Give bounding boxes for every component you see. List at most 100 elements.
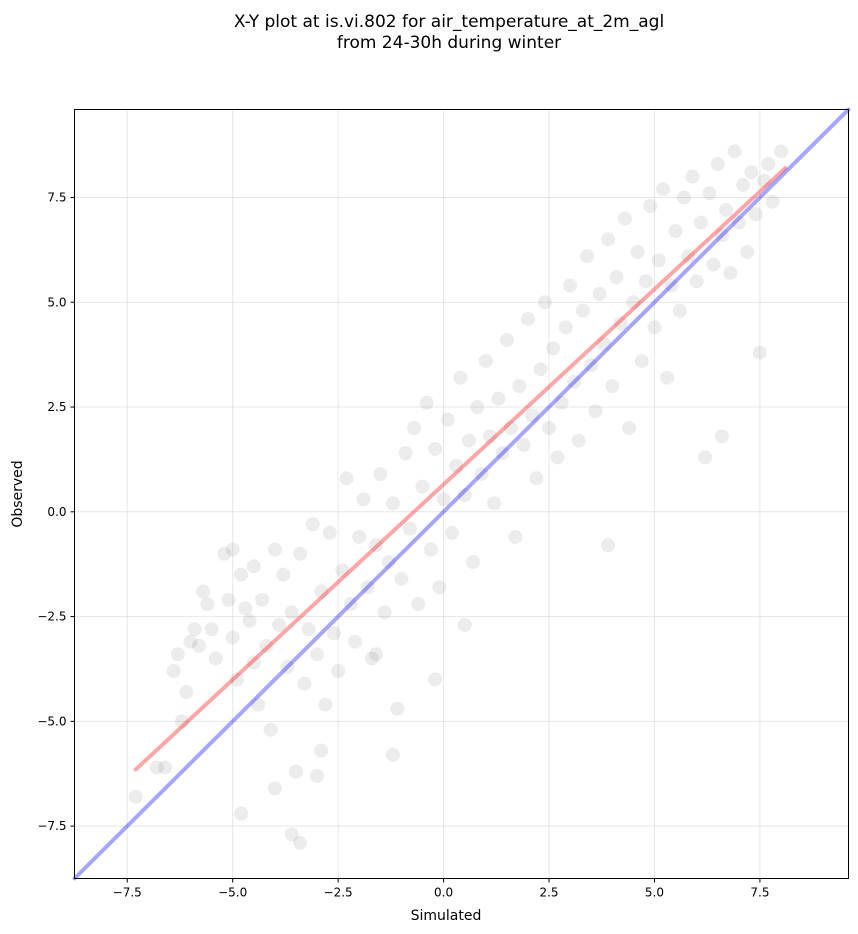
scatter-point [605,379,620,394]
scatter-point [158,760,173,775]
scatter-point [520,312,535,327]
scatter-point [626,295,641,310]
scatter-point [740,244,755,259]
scatter-point [487,496,502,511]
scatter-point [428,672,443,687]
scatter-point [757,173,772,188]
scatter-point [398,446,413,461]
scatter-point [558,320,573,335]
y-tick-label: −7.5 [37,819,66,833]
scatter-point [229,672,244,687]
y-tick-label: 2.5 [47,400,66,414]
scatter-point [263,722,278,737]
scatter-point [550,450,565,465]
y-axis-label: Observed [10,460,26,527]
scatter-point [225,542,240,557]
scatter-point [567,374,582,389]
scatter-point [225,630,240,645]
scatter-point [394,571,409,586]
scatter-point [702,186,717,201]
scatter-point [706,257,721,272]
scatter-point [331,664,346,679]
scatter-point [588,404,603,419]
scatter-point [402,521,417,536]
scatter-point [516,437,531,452]
scatter-point [748,207,763,222]
scatter-point [482,429,497,444]
scatter-point [761,156,776,171]
scatter-point [584,358,599,373]
scatter-point [508,529,523,544]
scatter-point [246,655,261,670]
scatter-point [335,563,350,578]
scatter-point [660,370,675,385]
scatter-point [318,697,333,712]
plot-frame [74,109,849,879]
scatter-point [314,584,329,599]
y-tick-label: 7.5 [47,191,66,205]
scatter-point [647,320,662,335]
scatter-point [596,337,611,352]
scatter-point [499,332,514,347]
grid [74,109,849,879]
scatter-point [664,278,679,293]
y-tick-label: 0.0 [47,505,66,519]
chart-title-line-1: X-Y plot at is.vi.802 for air_temperatur… [234,12,664,32]
scatter-point [128,789,143,804]
scatter-point [453,370,468,385]
reference-lines [72,107,851,881]
scatter-point [571,433,586,448]
scatter-point [293,546,308,561]
scatter-point [288,764,303,779]
scatter-point [208,651,223,666]
scatter-point [297,676,312,691]
scatter-point [719,203,734,218]
axis-ticks: −7.5 −5.0 −2.5 0.0 2.5 5.0 7.5 −7.5 −5.0 −2.5 0.0 2… [37,191,769,900]
scatter-point [533,362,548,377]
y-tick-label: 5.0 [47,295,66,309]
scatter-point [546,341,561,356]
scatter-point [326,626,341,641]
scatter-point [284,605,299,620]
scatter-point [369,538,384,553]
scatter-point [373,467,388,482]
scatter-point [305,517,320,532]
scatter-point [668,224,683,239]
x-tick-label: 2.5 [539,886,558,900]
identity-line [72,107,851,881]
scatter-point [356,492,371,507]
x-tick-label: 5.0 [645,886,664,900]
scatter-point [411,597,426,612]
scatter-point [183,634,198,649]
scatter-point [310,647,325,662]
scatter-point [221,592,236,607]
scatter-point [714,429,729,444]
scatter-point [347,634,362,649]
scatter-point [385,496,400,511]
scatter-point [774,144,789,159]
scatter-point [639,274,654,289]
scatter-point [478,353,493,368]
scatter-point [474,467,489,482]
scatter-point [301,622,316,637]
scatter-point [284,827,299,842]
scatter-point [364,651,379,666]
scatter-point [554,395,569,410]
scatter-point [293,835,308,850]
scatter-point [736,177,751,192]
scatter-point [259,638,274,653]
scatter-point [196,584,211,599]
scatter-point [676,190,691,205]
scatter-point [238,601,253,616]
scatter-point [360,580,375,595]
scatter-point [377,605,392,620]
scatter-point [445,525,460,540]
y-tick-label: −5.0 [37,714,66,728]
x-axis-label: Simulated [411,908,482,924]
scatter-point [693,215,708,230]
scatter-point [310,768,325,783]
scatter-point [428,441,443,456]
scatter-point [204,622,219,637]
scatter-point [731,215,746,230]
scatter-point [255,592,270,607]
